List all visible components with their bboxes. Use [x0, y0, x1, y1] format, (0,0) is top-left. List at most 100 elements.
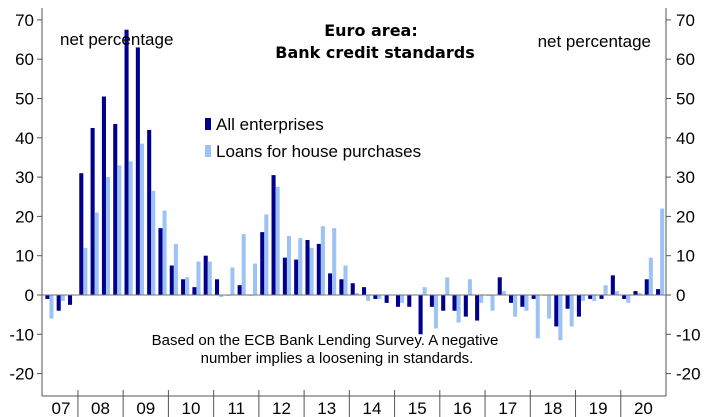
bar-all-enterprises [67, 295, 73, 305]
bar-all-enterprises [373, 295, 378, 299]
legend-label-all-enterprises: All enterprises [216, 115, 324, 134]
bar-marks [42, 29, 666, 341]
bar-all-enterprises [339, 279, 344, 295]
bar-all-enterprises [554, 295, 559, 327]
bar-house-purchases [580, 295, 586, 301]
bar-house-purchases [467, 279, 472, 295]
bar-all-enterprises [305, 239, 310, 295]
right-axis-ticks: 70 60 50 40 30 20 10 0 -10 -20 [666, 11, 701, 384]
bar-house-purchases [626, 295, 631, 303]
x-tick-label: 17 [498, 399, 517, 417]
bar-all-enterprises [429, 295, 434, 307]
bar-house-purchases [343, 265, 348, 295]
bar-house-purchases [105, 177, 111, 295]
left-tick-label: -10 [9, 325, 34, 344]
bar-all-enterprises [237, 285, 242, 296]
bar-all-enterprises [45, 295, 50, 299]
bar-house-purchases [94, 212, 99, 295]
bar-house-purchases [219, 295, 224, 297]
bar-all-enterprises [203, 255, 208, 295]
right-tick-label: 60 [676, 50, 695, 69]
right-tick-label: 10 [676, 247, 695, 266]
bar-all-enterprises [181, 279, 186, 295]
bar-house-purchases [433, 295, 439, 329]
bar-all-enterprises [395, 295, 401, 307]
bar-house-purchases [637, 293, 642, 296]
bar-house-purchases [173, 243, 178, 295]
legend-label-house-purchases: Loans for house purchases [216, 142, 421, 161]
x-tick-label: 12 [272, 399, 291, 417]
chart-title-line-2: Bank credit standards [275, 43, 474, 62]
bar-all-enterprises [622, 295, 627, 299]
note-line-1: Based on the ECB Bank Lending Survey. A … [152, 332, 499, 349]
bar-house-purchases [128, 161, 133, 295]
bar-house-purchases [524, 295, 529, 311]
bar-house-purchases [241, 234, 246, 295]
x-tick-label: 15 [408, 399, 427, 417]
bar-house-purchases [60, 295, 65, 301]
x-tick-label: 19 [589, 399, 608, 417]
bar-all-enterprises [101, 96, 106, 295]
x-tick-label: 13 [317, 399, 336, 417]
left-tick-label: 10 [15, 247, 34, 266]
bar-house-purchases [592, 295, 597, 301]
bar-all-enterprises [113, 124, 118, 295]
bar-all-enterprises [418, 295, 423, 335]
bar-house-purchases [264, 214, 269, 295]
bar-house-purchases [445, 277, 450, 295]
bar-all-enterprises [169, 265, 174, 295]
bar-house-purchases [151, 190, 156, 295]
bar-house-purchases [298, 238, 303, 295]
bar-house-purchases [162, 210, 167, 295]
x-tick-label: 20 [634, 399, 653, 417]
x-tick-label: 18 [543, 399, 562, 417]
left-tick-label: 50 [15, 90, 34, 109]
x-tick-label: 16 [453, 399, 472, 417]
bar-all-enterprises [158, 228, 163, 295]
bar-house-purchases [139, 143, 144, 295]
bar-house-purchases [230, 267, 235, 295]
right-tick-label: 20 [676, 207, 695, 226]
bar-all-enterprises [214, 279, 220, 295]
right-unit-label: net percentage [538, 32, 651, 51]
bar-all-enterprises [656, 289, 661, 296]
bar-all-enterprises [452, 295, 457, 311]
left-unit-label: net percentage [60, 30, 173, 49]
bar-house-purchases [332, 228, 337, 295]
bar-all-enterprises [407, 295, 412, 307]
left-tick-label: 70 [15, 11, 34, 30]
legend: All enterprises Loans for house purchase… [205, 115, 421, 161]
bar-all-enterprises [316, 243, 321, 295]
left-tick-label: 30 [15, 168, 34, 187]
bar-house-purchases [558, 295, 563, 341]
bar-all-enterprises [328, 273, 333, 295]
bar-house-purchases [366, 295, 371, 301]
bar-house-purchases [648, 257, 653, 296]
right-tick-label: 0 [676, 286, 685, 305]
bar-all-enterprises [497, 277, 502, 295]
right-tick-label: 70 [676, 11, 695, 30]
bar-house-purchases [83, 247, 88, 295]
bar-all-enterprises [531, 295, 536, 299]
bar-all-enterprises [79, 173, 84, 295]
bar-house-purchases [196, 261, 201, 296]
right-tick-label: 30 [676, 168, 695, 187]
bar-house-purchases [547, 295, 552, 319]
bar-all-enterprises [350, 283, 355, 295]
left-tick-label: -20 [9, 365, 34, 384]
bar-house-purchases [660, 208, 665, 295]
bar-house-purchases [422, 287, 427, 295]
legend-swatch-all-enterprises [205, 118, 211, 130]
bar-house-purchases [286, 236, 291, 295]
bar-house-purchases [252, 263, 258, 295]
left-tick-label: 40 [15, 129, 34, 148]
note-line-2: number implies a loosening in standards. [201, 350, 474, 367]
bar-all-enterprises [135, 47, 140, 295]
left-axis-ticks: 70 60 50 40 30 20 10 0 -10 -20 [9, 11, 42, 384]
bar-house-purchases [501, 291, 506, 295]
bar-all-enterprises [599, 295, 604, 299]
bar-all-enterprises [192, 287, 197, 295]
left-tick-label: 60 [15, 50, 34, 69]
right-tick-label: -20 [676, 365, 701, 384]
bar-all-enterprises [588, 295, 593, 299]
